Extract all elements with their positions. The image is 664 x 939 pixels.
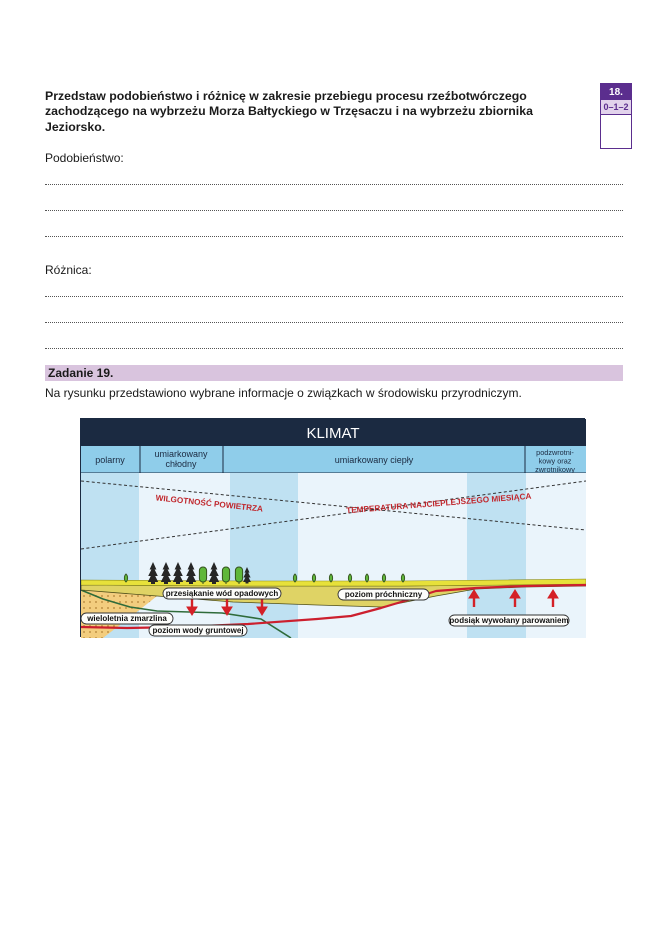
svg-text:chłodny: chłodny [165, 459, 197, 469]
svg-text:umiarkowany ciepły: umiarkowany ciepły [335, 455, 414, 465]
svg-text:zwrotnikowy: zwrotnikowy [535, 465, 575, 474]
svg-text:umiarkowany: umiarkowany [154, 449, 208, 459]
svg-text:wieloletnia zmarzlina: wieloletnia zmarzlina [86, 614, 167, 623]
svg-text:poziom próchniczny: poziom próchniczny [345, 590, 423, 599]
svg-text:przesiąkanie wód opadowych: przesiąkanie wód opadowych [166, 589, 279, 598]
svg-text:polarny: polarny [95, 455, 125, 465]
svg-text:podsiąk wywołany parowaniem: podsiąk wywołany parowaniem [449, 616, 568, 625]
svg-text:poziom wody gruntowej: poziom wody gruntowej [152, 626, 243, 635]
svg-text:KLIMAT: KLIMAT [306, 425, 359, 442]
